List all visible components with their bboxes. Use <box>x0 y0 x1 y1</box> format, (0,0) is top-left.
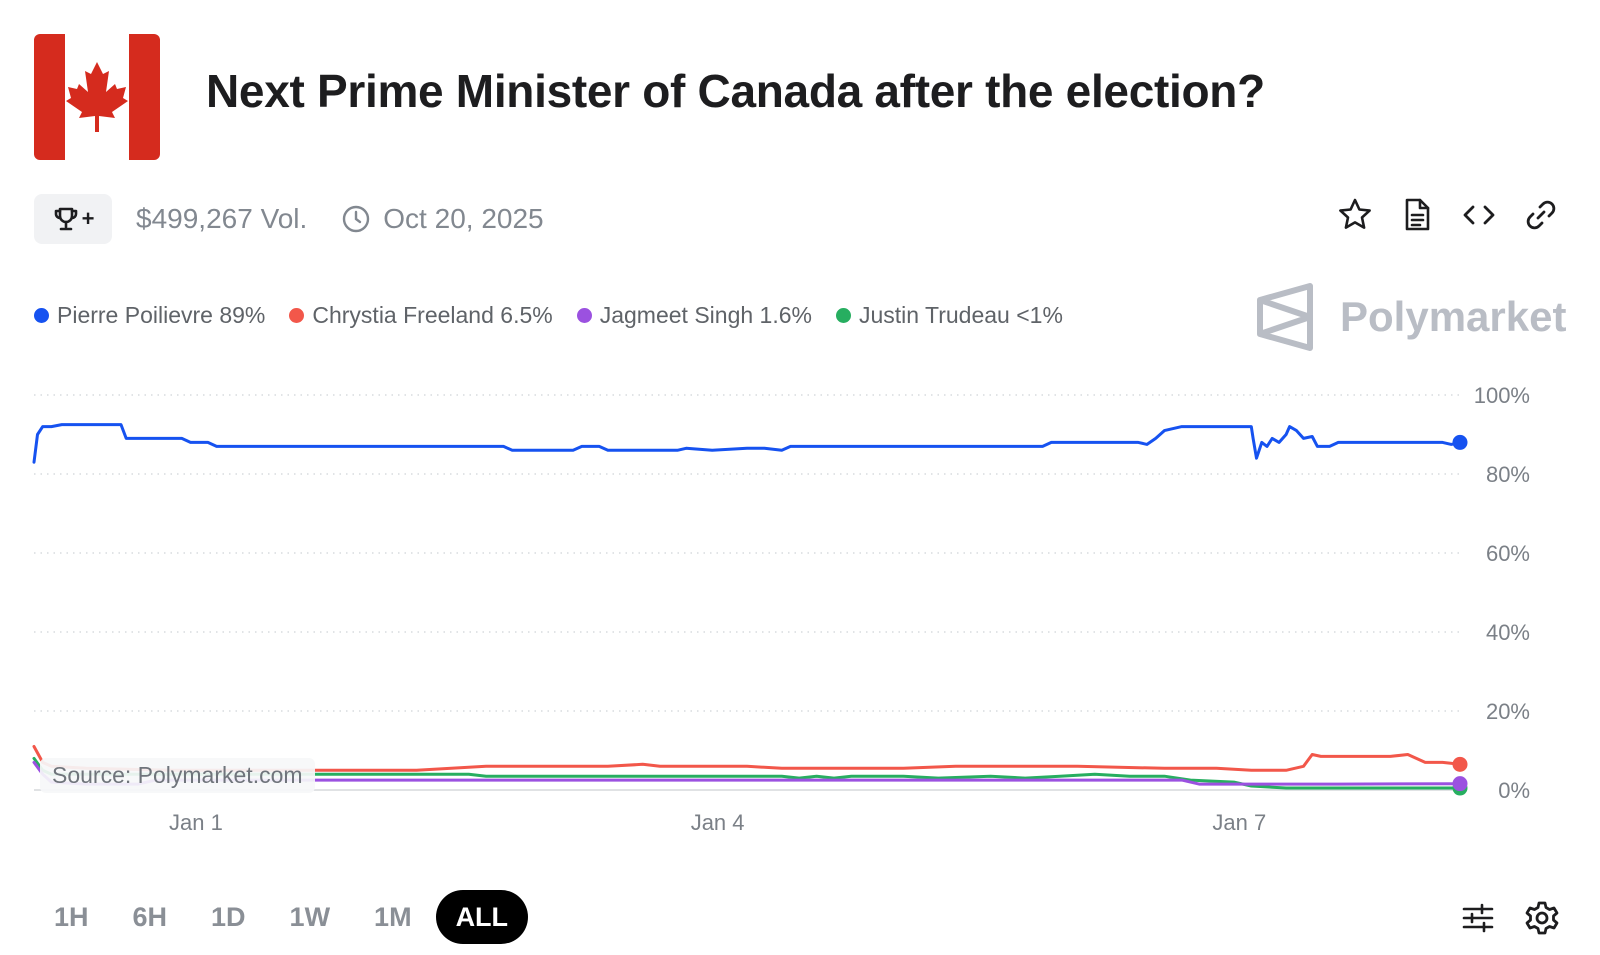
legend-label: Justin Trudeau <1% <box>858 302 1063 328</box>
x-tick-label: Jan 1 <box>169 810 223 835</box>
y-tick-label: 40% <box>1486 620 1530 645</box>
time-range-selector: 1H 6H 1D 1W 1M ALL <box>34 890 529 944</box>
end-date: Oct 20, 2025 <box>341 203 544 235</box>
series-line-pierre-poilievre[interactable] <box>32 423 1462 464</box>
end-date-text: Oct 20, 2025 <box>383 203 544 234</box>
range-button-1d[interactable]: 1D <box>211 901 246 932</box>
legend-dot <box>289 308 305 323</box>
chart-grid <box>34 394 1460 791</box>
embed-button[interactable] <box>1460 196 1498 234</box>
legend-item-freeland[interactable]: Chrystia Freeland 6.5% <box>289 302 553 329</box>
range-button-1h[interactable]: 1H <box>54 901 89 932</box>
copy-link-icon <box>1526 200 1556 230</box>
trophy-plus: + <box>81 206 95 231</box>
series-endpoint-chrystia-freeland[interactable] <box>1452 756 1468 772</box>
legend-item-poilievre[interactable]: Pierre Poilievre 89% <box>34 302 265 329</box>
y-tick-label: 20% <box>1486 699 1530 724</box>
clock-icon <box>343 205 370 233</box>
filter-button[interactable] <box>1458 898 1498 938</box>
sliders-icon <box>1462 903 1494 933</box>
canada-flag-icon <box>34 34 160 160</box>
market-meta: + $499,267 Vol. Oct 20, 2025 <box>34 194 544 244</box>
polymarket-watermark: Polymarket <box>1256 282 1566 352</box>
x-tick-label: Jan 4 <box>691 810 745 835</box>
legend-label: Jagmeet Singh 1.6% <box>599 302 812 328</box>
favorite-star-icon <box>1339 198 1371 229</box>
settings-button[interactable] <box>1522 898 1562 938</box>
legend-dot <box>576 308 592 323</box>
range-button-1m[interactable]: 1M <box>374 901 412 932</box>
trophy-button[interactable]: + <box>34 194 112 244</box>
range-button-all[interactable]: ALL <box>435 890 529 944</box>
market-actions <box>1336 196 1560 234</box>
trophy-icon <box>54 207 77 231</box>
chart-series <box>32 423 1468 796</box>
document-icon <box>1405 198 1430 231</box>
y-tick-label: 0% <box>1498 778 1530 803</box>
legend-label: Pierre Poilievre 89% <box>57 302 266 328</box>
y-tick-label: 100% <box>1474 383 1530 408</box>
x-axis-labels: Jan 1 Jan 4 Jan 7 <box>169 810 1266 835</box>
gear-icon <box>1525 901 1559 935</box>
copy-link-button[interactable] <box>1522 196 1560 234</box>
source-label: Source: Polymarket.com <box>40 758 315 793</box>
legend-label: Chrystia Freeland 6.5% <box>312 302 553 328</box>
legend-dot <box>835 308 851 323</box>
x-tick-label: Jan 7 <box>1212 810 1266 835</box>
y-tick-label: 60% <box>1486 541 1530 566</box>
range-button-6h[interactable]: 6H <box>132 901 168 932</box>
market-volume: $499,267 Vol. <box>136 203 308 234</box>
range-button-1w[interactable]: 1W <box>289 901 331 932</box>
y-tick-label: 80% <box>1486 462 1530 487</box>
legend-item-singh[interactable]: Jagmeet Singh 1.6% <box>576 302 812 329</box>
y-axis-labels: 0% 20% 40% 60% 80% 100% <box>1474 383 1530 803</box>
legend-item-trudeau[interactable]: Justin Trudeau <1% <box>835 302 1063 329</box>
legend-dot <box>34 308 49 323</box>
polymarket-logo-icon <box>1257 283 1313 351</box>
brand-name: Polymarket <box>1340 293 1567 340</box>
series-line-chrystia-freeland[interactable] <box>32 745 1462 772</box>
chart-tools <box>1458 898 1562 938</box>
series-endpoint-pierre-poilievre[interactable] <box>1452 434 1468 450</box>
favorite-button[interactable] <box>1336 196 1374 234</box>
embed-code-icon <box>1463 205 1495 225</box>
chart-legend: Pierre Poilievre 89% Chrystia Freeland 6… <box>34 302 1063 329</box>
page-title: Next Prime Minister of Canada after the … <box>206 65 1265 117</box>
series-endpoint-jagmeet-singh[interactable] <box>1452 776 1468 792</box>
document-button[interactable] <box>1398 196 1436 234</box>
